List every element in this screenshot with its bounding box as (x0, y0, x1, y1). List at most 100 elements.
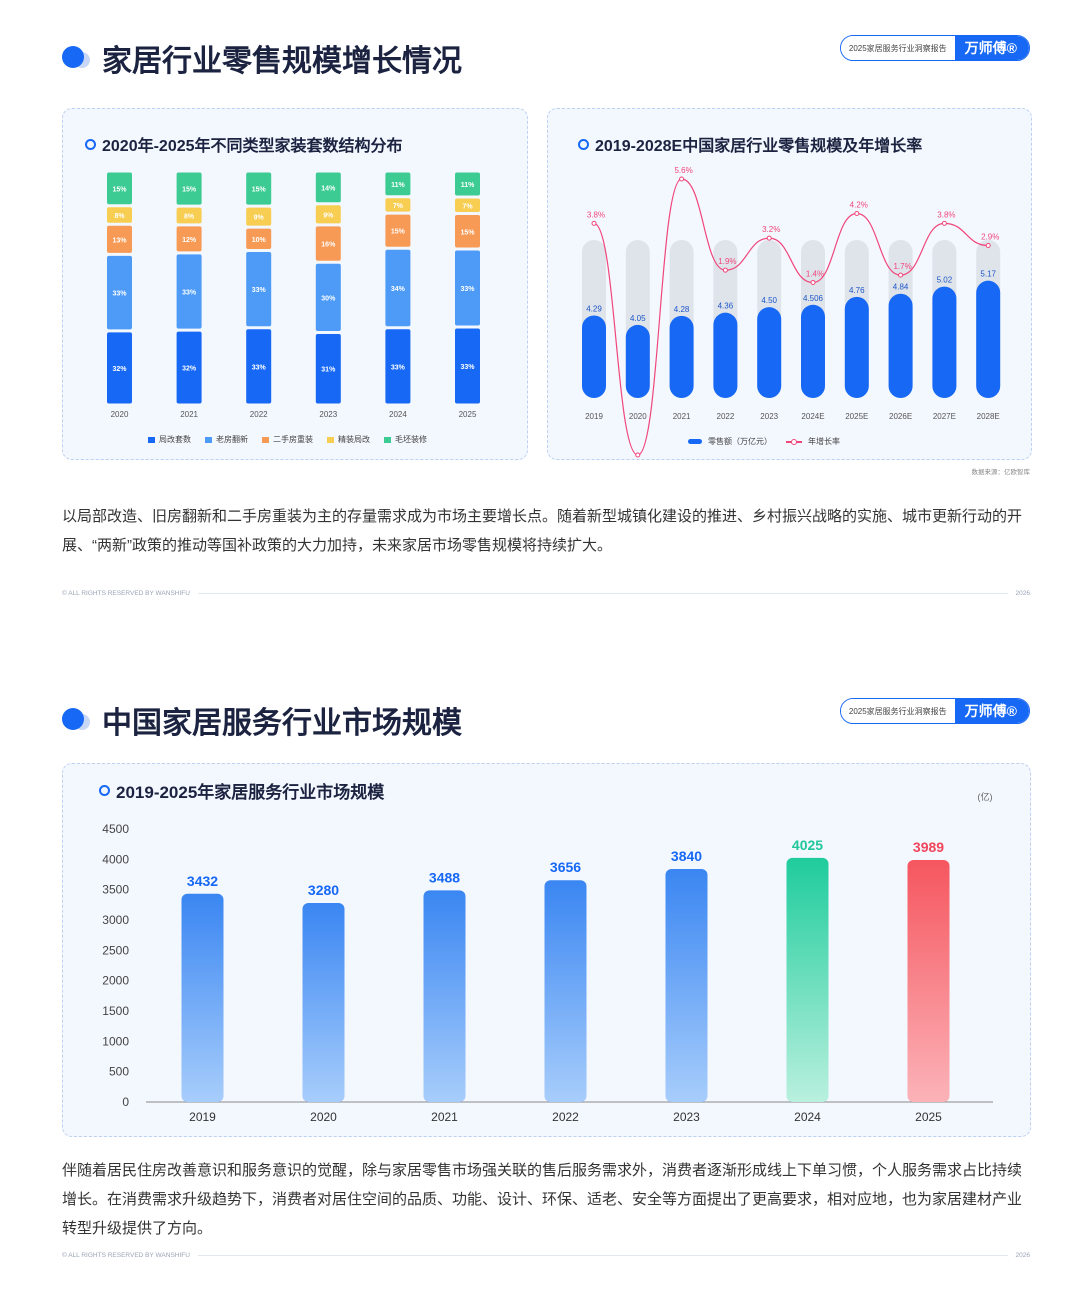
bar-value-label: 3656 (550, 859, 581, 875)
y-tick-label: 0 (122, 1095, 129, 1109)
x-tick-label: 2025E (845, 412, 868, 421)
data-source-note: 数据来源：亿欧智库 (971, 469, 1031, 476)
legend-item: 老房翻新 (205, 434, 248, 445)
stack-segment (455, 250, 480, 326)
stack-segment (315, 226, 341, 261)
y-tick-label: 2000 (102, 974, 129, 988)
footer: © ALL RIGHTS RESERVED BY WANSHIFU 2026 (62, 1252, 1030, 1259)
segment-label: 14% (321, 185, 336, 192)
retail-bar (888, 293, 913, 398)
stack-segment (246, 207, 272, 226)
x-tick-label: 2021 (180, 410, 198, 419)
legend-label: 二手房重装 (273, 435, 313, 444)
legend-item: 毛坯装修 (384, 434, 427, 445)
growth-point (854, 211, 860, 216)
segment-label: 9% (254, 215, 265, 222)
stack-segment (176, 172, 202, 205)
stack-segment (107, 172, 132, 205)
retail-bar (582, 315, 606, 398)
growth-label: 3.2% (762, 225, 780, 234)
retail-chart-panel: 2019-2028E中国家居行业零售规模及年增长率 4.29 2019 4.05 20… (547, 108, 1032, 460)
section-title-text: 中国家居服务行业市场规模 (102, 707, 462, 740)
x-tick-label: 2020 (310, 1110, 337, 1124)
bar-value-label: 4.76 (849, 286, 865, 295)
growth-point (722, 267, 728, 273)
x-tick-label: 2025 (915, 1110, 942, 1124)
stack-segment (385, 249, 411, 327)
segment-label: 33% (391, 364, 406, 371)
market-bar (423, 890, 466, 1102)
footer-year: 2026 (1015, 590, 1030, 597)
x-tick-label: 2026E (889, 412, 912, 421)
legend-label: 年增长率 (808, 437, 840, 446)
section-retail: 家居行业零售规模增长情况 2025家居服务行业洞察报告 万师傅® 2020年-2… (0, 0, 1080, 620)
bar-value-label: 3432 (187, 873, 218, 889)
legend-swatch (205, 436, 212, 443)
bar-value-label: 3488 (429, 869, 460, 885)
structure-chart-panel: 2020年-2025年不同类型家装套数结构分布 32% 33% 13% 8% 15% 20… (62, 108, 528, 460)
segment-label: 11% (461, 182, 475, 189)
x-tick-label: 2020 (111, 410, 129, 419)
segment-label: 10% (252, 237, 267, 244)
section-title: 家居行业零售规模增长情况 (62, 36, 462, 80)
panel-title-text: 2019-2028E中国家居行业零售规模及年增长率 (595, 138, 923, 155)
bar-value-label: 5.02 (937, 276, 953, 285)
bar-value-label: 4.28 (674, 305, 690, 314)
segment-label: 13% (112, 237, 127, 244)
x-tick-label: 2020 (629, 412, 647, 421)
legend-item: 年增长率 (786, 436, 840, 447)
legend-swatch (384, 436, 391, 443)
panel-title-text: 2020年-2025年不同类型家装套数结构分布 (102, 138, 403, 155)
stack-segment (455, 215, 480, 248)
growth-label: 2.9% (981, 233, 999, 242)
x-tick-label: 2023 (760, 412, 778, 421)
bar-value-label: 3280 (308, 882, 339, 898)
legend-label: 局改套数 (159, 435, 191, 444)
bar-value-label: 4.50 (761, 296, 777, 305)
bar-value-label: 4.05 (630, 314, 646, 323)
market-bar (302, 903, 345, 1102)
x-tick-label: 2022 (717, 412, 735, 421)
market-bar (907, 860, 950, 1102)
stack-segment (246, 252, 272, 327)
stack-segment (315, 205, 341, 224)
legend-swatch (327, 436, 334, 443)
copyright-text: © ALL RIGHTS RESERVED BY WANSHIFU (62, 590, 190, 597)
unit-label: (亿) (978, 791, 993, 802)
legend-swatch (786, 438, 802, 445)
bar-value-label: 5.17 (980, 270, 996, 279)
stack-segment (176, 207, 202, 224)
bar-value-label: 4.84 (893, 283, 909, 292)
retail-bar (669, 315, 694, 398)
y-tick-label: 4500 (102, 822, 129, 836)
growth-label: 1.4% (806, 270, 824, 279)
bar-value-label: 4.29 (586, 304, 602, 313)
growth-point (985, 243, 991, 249)
report-badge: 2025家居服务行业洞察报告 万师傅® (839, 35, 1030, 61)
retail-bar (757, 307, 782, 398)
y-tick-label: 1000 (102, 1034, 129, 1048)
legend-swatch (262, 436, 269, 443)
stack-segment (176, 254, 202, 329)
growth-label: 1.7% (893, 262, 911, 271)
x-tick-label: 2019 (585, 412, 603, 421)
chart-legend: 零售额（万亿元） 年增长率 (688, 436, 854, 447)
segment-label: 9% (323, 212, 334, 219)
section-paragraph: 以局部改造、旧房翻新和二手房重装为主的存量需求成为市场主要增长点。随着新型城镇化… (62, 508, 1023, 554)
section-title: 中国家居服务行业市场规模 (62, 698, 462, 742)
bullet-dot-icon (62, 46, 92, 70)
bar-value-label: 4.36 (718, 302, 734, 311)
ring-icon (85, 138, 96, 150)
badge-report-name: 2025家居服务行业洞察报告 (840, 699, 955, 723)
segment-label: 31% (321, 367, 336, 374)
x-tick-label: 2024 (389, 410, 407, 419)
stack-segment (385, 214, 411, 247)
bar-value-label: 3989 (913, 839, 944, 855)
market-size-panel: 2019-2025年家居服务行业市场规模 0 500 1000 1500 2000 250… (62, 763, 1031, 1137)
footer-year: 2026 (1015, 1252, 1030, 1259)
market-bar (786, 857, 829, 1102)
x-tick-label: 2021 (431, 1110, 458, 1124)
segment-label: 33% (460, 364, 475, 371)
stack-segment (176, 331, 202, 404)
x-tick-label: 2024 (794, 1110, 821, 1124)
